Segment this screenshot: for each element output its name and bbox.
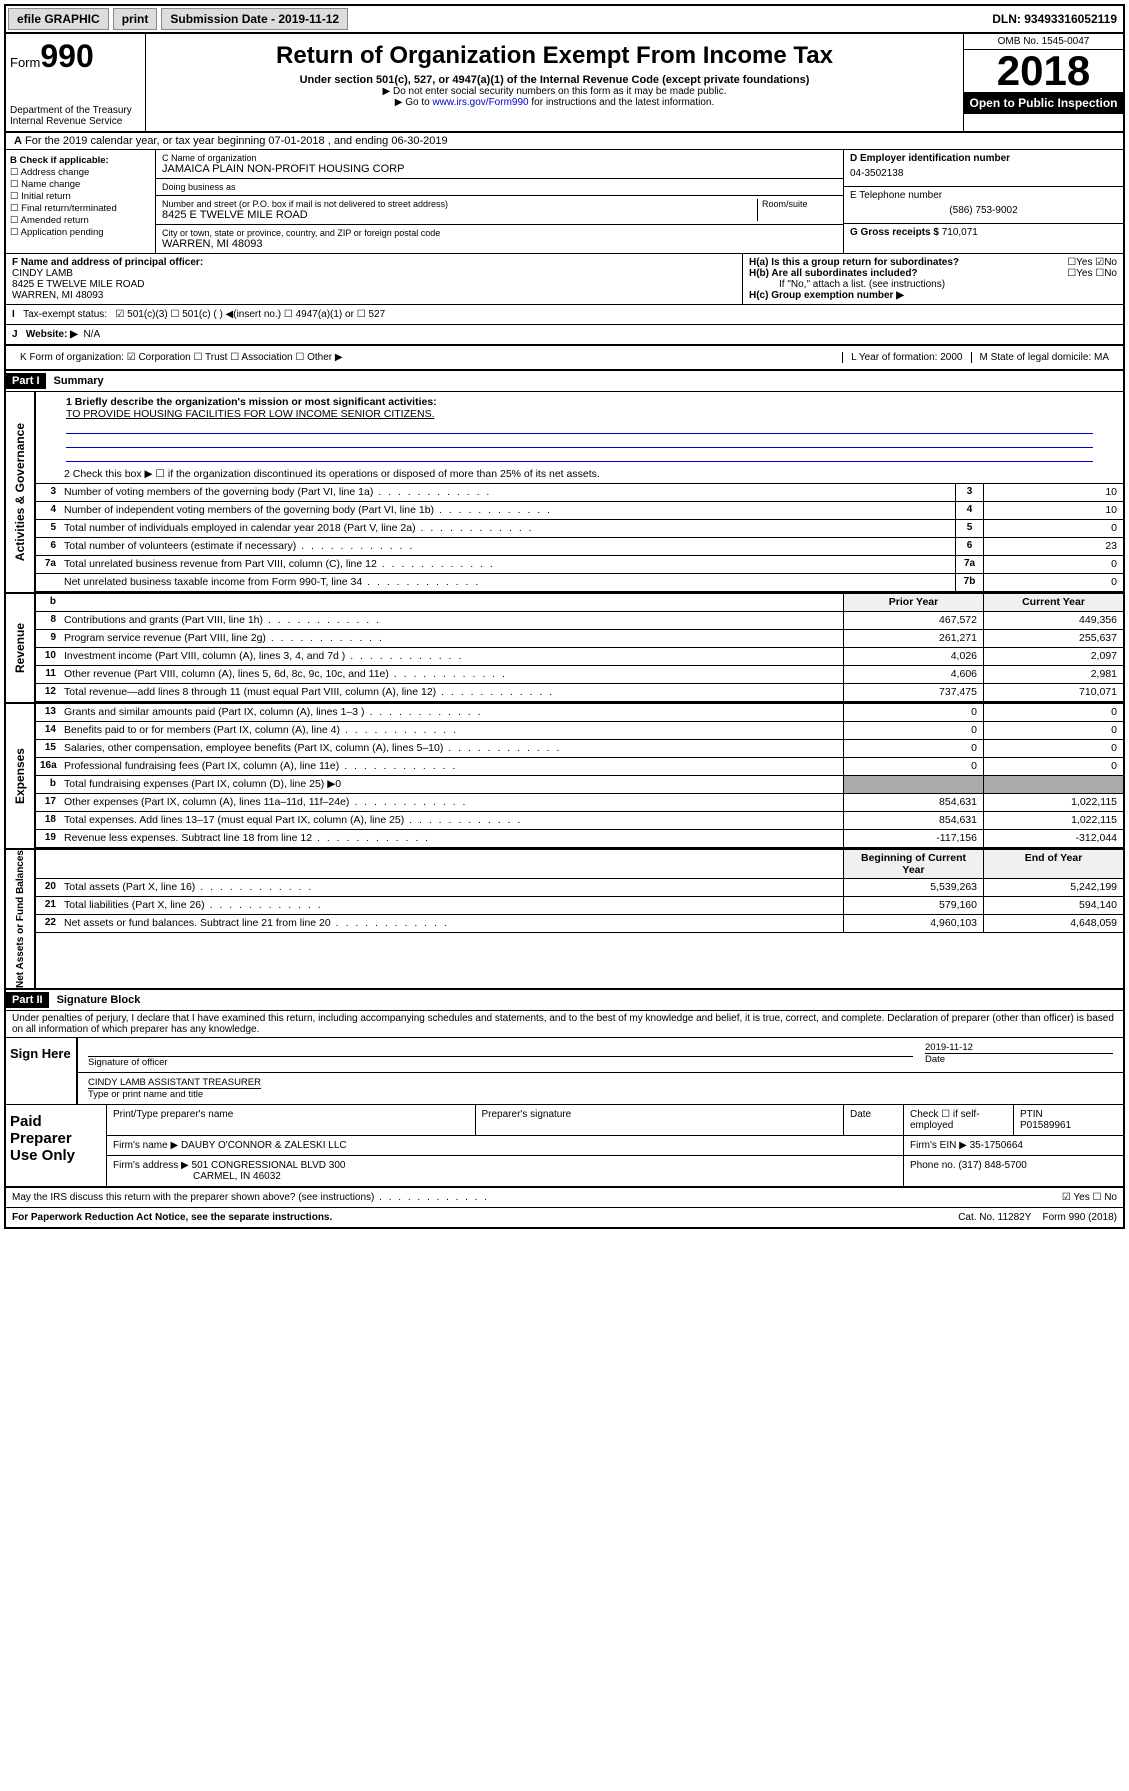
firm-ein: Firm's EIN ▶ 35-1750664 [903,1136,1123,1155]
discuss-row: May the IRS discuss this return with the… [6,1188,1123,1208]
form-number: Form990 [10,38,141,75]
irs-link[interactable]: www.irs.gov/Form990 [432,97,528,108]
form-subtitle: Under section 501(c), 527, or 4947(a)(1)… [150,74,959,86]
table-row: 15Salaries, other compensation, employee… [36,740,1123,758]
box-l: L Year of formation: 2000 [842,352,970,363]
table-row: 17Other expenses (Part IX, column (A), l… [36,794,1123,812]
dln-label: DLN: 93493316052119 [992,12,1121,26]
table-row: 6Total number of volunteers (estimate if… [36,538,1123,556]
table-row: 3Number of voting members of the governi… [36,484,1123,502]
box-m: M State of legal domicile: MA [971,352,1118,363]
rev-header: b Prior YearCurrent Year [36,594,1123,612]
prep-sig: Preparer's signature [475,1105,844,1135]
submission-date: Submission Date - 2019-11-12 [161,8,348,30]
table-row: 18Total expenses. Add lines 13–17 (must … [36,812,1123,830]
table-row: 9Program service revenue (Part VIII, lin… [36,630,1123,648]
city-field: City or town, state or province, country… [156,225,843,253]
prep-date: Date [843,1105,903,1135]
table-row: 7aTotal unrelated business revenue from … [36,556,1123,574]
table-row: bTotal fundraising expenses (Part IX, co… [36,776,1123,794]
table-row: 4Number of independent voting members of… [36,502,1123,520]
table-row: 22Net assets or fund balances. Subtract … [36,915,1123,933]
box-h: H(a) Is this a group return for subordin… [743,254,1123,304]
table-row: 10Investment income (Part VIII, column (… [36,648,1123,666]
footer-row: For Paperwork Reduction Act Notice, see … [6,1208,1123,1227]
open-public: Open to Public Inspection [964,92,1123,114]
sig-officer: Signature of officer [82,1040,919,1070]
table-row: Net unrelated business taxable income fr… [36,574,1123,592]
section-expenses: Expenses [13,748,27,804]
section-netassets: Net Assets or Fund Balances [15,850,26,988]
paid-preparer-label: Paid Preparer Use Only [6,1105,106,1186]
form-title: Return of Organization Exempt From Incom… [150,42,959,70]
print-button[interactable]: print [113,8,158,30]
dba-field: Doing business as [156,179,843,196]
section-governance: Activities & Governance [13,423,27,561]
prep-name: Print/Type preparer's name [106,1105,475,1135]
table-row: 13Grants and similar amounts paid (Part … [36,704,1123,722]
ein-field: D Employer identification number 04-3502… [844,150,1123,187]
penalty-statement: Under penalties of perjury, I declare th… [6,1011,1123,1038]
box-j: J Website: ▶ N/A [6,325,1123,346]
firm-addr: Firm's address ▶ 501 CONGRESSIONAL BLVD … [106,1156,903,1186]
part2-header: Part IISignature Block [6,990,1123,1011]
sign-here-label: Sign Here [6,1038,76,1104]
line-a: A For the 2019 calendar year, or tax yea… [6,133,1123,150]
box-f: F Name and address of principal officer:… [6,254,743,304]
table-row: 8Contributions and grants (Part VIII, li… [36,612,1123,630]
top-toolbar: efile GRAPHIC print Submission Date - 20… [6,6,1123,34]
table-row: 14Benefits paid to or for members (Part … [36,722,1123,740]
table-row: 5Total number of individuals employed in… [36,520,1123,538]
address-field: Number and street (or P.O. box if mail i… [156,196,843,225]
box-k: K Form of organization: ☑ Corporation ☐ … [12,352,842,363]
box-i: I Tax-exempt status: ☑ 501(c)(3) ☐ 501(c… [6,305,1123,324]
table-row: 11Other revenue (Part VIII, column (A), … [36,666,1123,684]
phone-field: E Telephone number (586) 753-9002 [844,187,1123,224]
table-row: 12Total revenue—add lines 8 through 11 (… [36,684,1123,702]
table-row: 16aProfessional fundraising fees (Part I… [36,758,1123,776]
section-revenue: Revenue [13,623,27,673]
firm-name: Firm's name ▶ DAUBY O'CONNOR & ZALESKI L… [106,1136,903,1155]
goto-note: ▶ Go to www.irs.gov/Form990 for instruct… [150,97,959,108]
ssn-note: ▶ Do not enter social security numbers o… [150,86,959,97]
firm-phone: Phone no. (317) 848-5700 [903,1156,1123,1186]
sig-name: CINDY LAMB ASSISTANT TREASURER Type or p… [82,1075,267,1102]
box-b: B Check if applicable: ☐ Address change … [6,150,156,253]
ptin: PTINP01589961 [1013,1105,1123,1135]
prep-selfemp: Check ☐ if self-employed [903,1105,1013,1135]
tax-year: 2018 [964,50,1123,92]
efile-button[interactable]: efile GRAPHIC [8,8,109,30]
org-name-field: C Name of organization JAMAICA PLAIN NON… [156,150,843,179]
table-row: 20Total assets (Part X, line 16)5,539,26… [36,879,1123,897]
gross-receipts: G Gross receipts $ 710,071 [844,224,1123,241]
table-row: 21Total liabilities (Part X, line 26)579… [36,897,1123,915]
part1-header: Part ISummary [6,371,1123,392]
table-row: 19Revenue less expenses. Subtract line 1… [36,830,1123,848]
dept-treasury: Department of the Treasury Internal Reve… [10,105,141,127]
net-header: Beginning of Current YearEnd of Year [36,850,1123,879]
mission-block: 1 Briefly describe the organization's mi… [36,392,1123,466]
sig-date: 2019-11-12 Date [919,1040,1119,1070]
line-2: 2 Check this box ▶ ☐ if the organization… [36,466,1123,484]
